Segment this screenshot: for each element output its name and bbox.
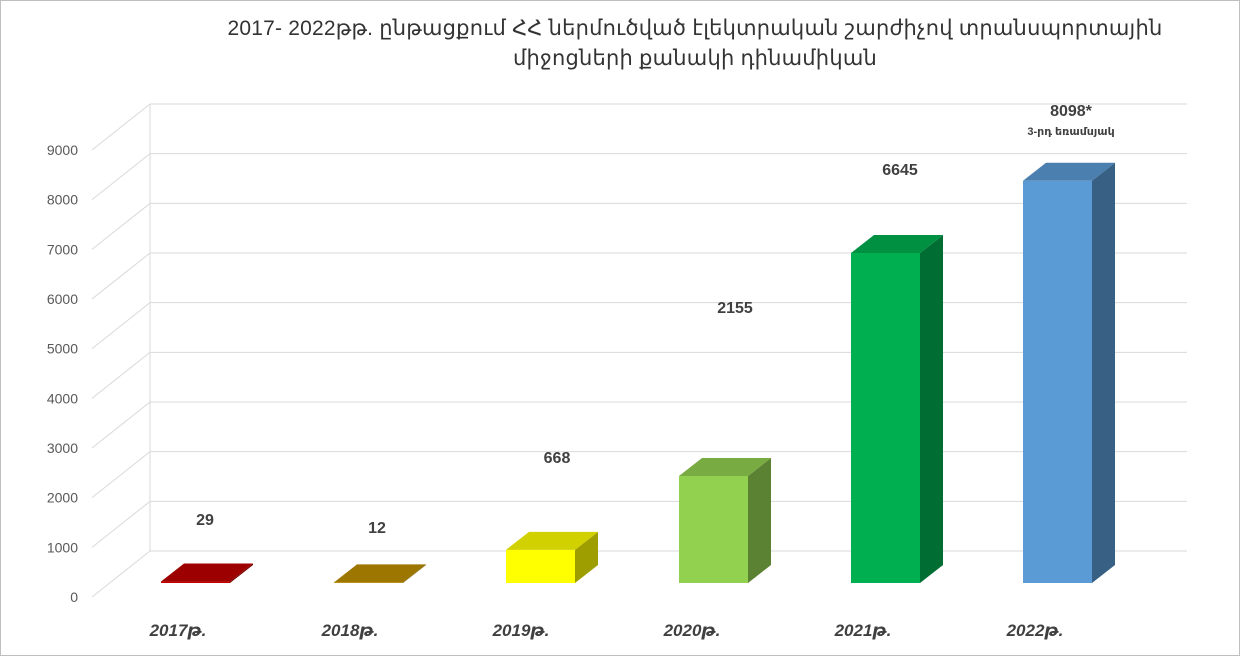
y-tick-label: 8000 <box>47 192 78 208</box>
bar-2019թ. <box>506 531 598 583</box>
x-axis: 2017թ. 2018թ. 2019թ. 2020թ. 2021թ. 2022թ. <box>149 621 1064 640</box>
y-tick-label: 5000 <box>47 341 78 357</box>
chart-title-line-1: 2017- 2022թթ. ընթացքում ՀՀ ներմուծված էլ… <box>227 17 1163 40</box>
bar-side <box>1092 162 1115 584</box>
x-tick-label: 2020թ. <box>663 621 721 640</box>
gridline-side-8 <box>91 153 151 201</box>
y-tick-label: 1000 <box>47 539 78 555</box>
chart-gridlines <box>91 103 1187 598</box>
bar-2022թ. <box>1023 162 1115 584</box>
data-labels: 29 12 668 2155 6645 8098* 3-րդ եռամսյակ <box>196 103 1115 537</box>
y-tick-label: 6000 <box>47 291 78 307</box>
y-tick-label: 9000 <box>47 142 78 158</box>
x-tick-label: 2018թ. <box>321 621 379 640</box>
bar-side <box>920 234 943 583</box>
gridline-side-6 <box>91 252 151 300</box>
data-label: 29 <box>196 512 214 529</box>
data-label: 6645 <box>882 162 918 179</box>
gridline-side-1 <box>91 500 151 548</box>
data-label: 2155 <box>717 300 753 317</box>
y-tick-label: 4000 <box>47 390 78 406</box>
bar-top <box>161 563 253 582</box>
bar-front <box>161 581 230 583</box>
data-label-note: 3-րդ եռամսյակ <box>1027 126 1114 138</box>
y-tick-label: 3000 <box>47 440 78 456</box>
bar-2020թ. <box>679 457 771 583</box>
bar-front <box>851 252 920 583</box>
data-label: 12 <box>368 520 386 537</box>
y-tick-label: 2000 <box>47 490 78 506</box>
x-tick-label: 2019թ. <box>492 621 550 640</box>
bar-top <box>679 457 771 476</box>
bar-side <box>575 531 598 583</box>
y-axis: 0 1000 2000 3000 4000 5000 6000 7000 8000 9000 <box>47 142 78 605</box>
gridline-side-4 <box>91 351 151 399</box>
bar-side <box>748 457 771 583</box>
gridline-side-5 <box>91 302 151 350</box>
bar-side <box>403 564 426 583</box>
bar-side <box>230 563 253 583</box>
bar-front <box>679 475 748 583</box>
bar-top <box>1023 162 1115 181</box>
y-tick-label: 0 <box>70 589 78 605</box>
x-tick-label: 2022թ. <box>1006 621 1064 640</box>
y-tick-label: 7000 <box>47 241 78 257</box>
gridline-side-2 <box>91 451 151 499</box>
chart-title-line-2: միջոցների քանակի դինամիկան <box>513 47 877 70</box>
bar-front <box>506 549 575 583</box>
bar-2017թ. <box>161 563 253 583</box>
gridline-side-9 <box>91 103 151 151</box>
bar-top <box>851 234 943 253</box>
x-tick-label: 2021թ. <box>834 621 892 640</box>
bar-2021թ. <box>851 234 943 583</box>
bar-top <box>506 531 598 550</box>
x-tick-label: 2017թ. <box>149 621 207 640</box>
gridline-side-0 <box>91 550 151 598</box>
bar-2018թ. <box>334 564 426 583</box>
bar-top <box>334 564 426 583</box>
gridline-side-3 <box>91 401 151 449</box>
bar-front <box>1023 180 1092 584</box>
bar-front <box>334 582 403 583</box>
data-label: 8098* <box>1050 103 1093 120</box>
bars <box>161 162 1115 584</box>
gridline-side-7 <box>91 202 151 250</box>
data-label: 668 <box>544 450 571 467</box>
